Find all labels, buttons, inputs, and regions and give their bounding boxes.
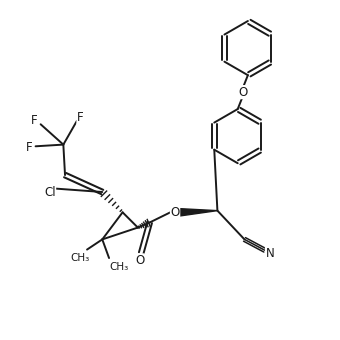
Text: CH₃: CH₃ (71, 253, 90, 263)
Text: N: N (266, 247, 274, 260)
Text: F: F (31, 114, 38, 128)
Text: O: O (135, 254, 144, 267)
Text: F: F (26, 141, 33, 154)
Polygon shape (179, 209, 217, 216)
Text: O: O (170, 206, 180, 219)
Text: F: F (77, 111, 84, 124)
Text: CH₃: CH₃ (109, 261, 129, 272)
Text: Cl: Cl (44, 186, 56, 199)
Text: O: O (238, 86, 248, 99)
